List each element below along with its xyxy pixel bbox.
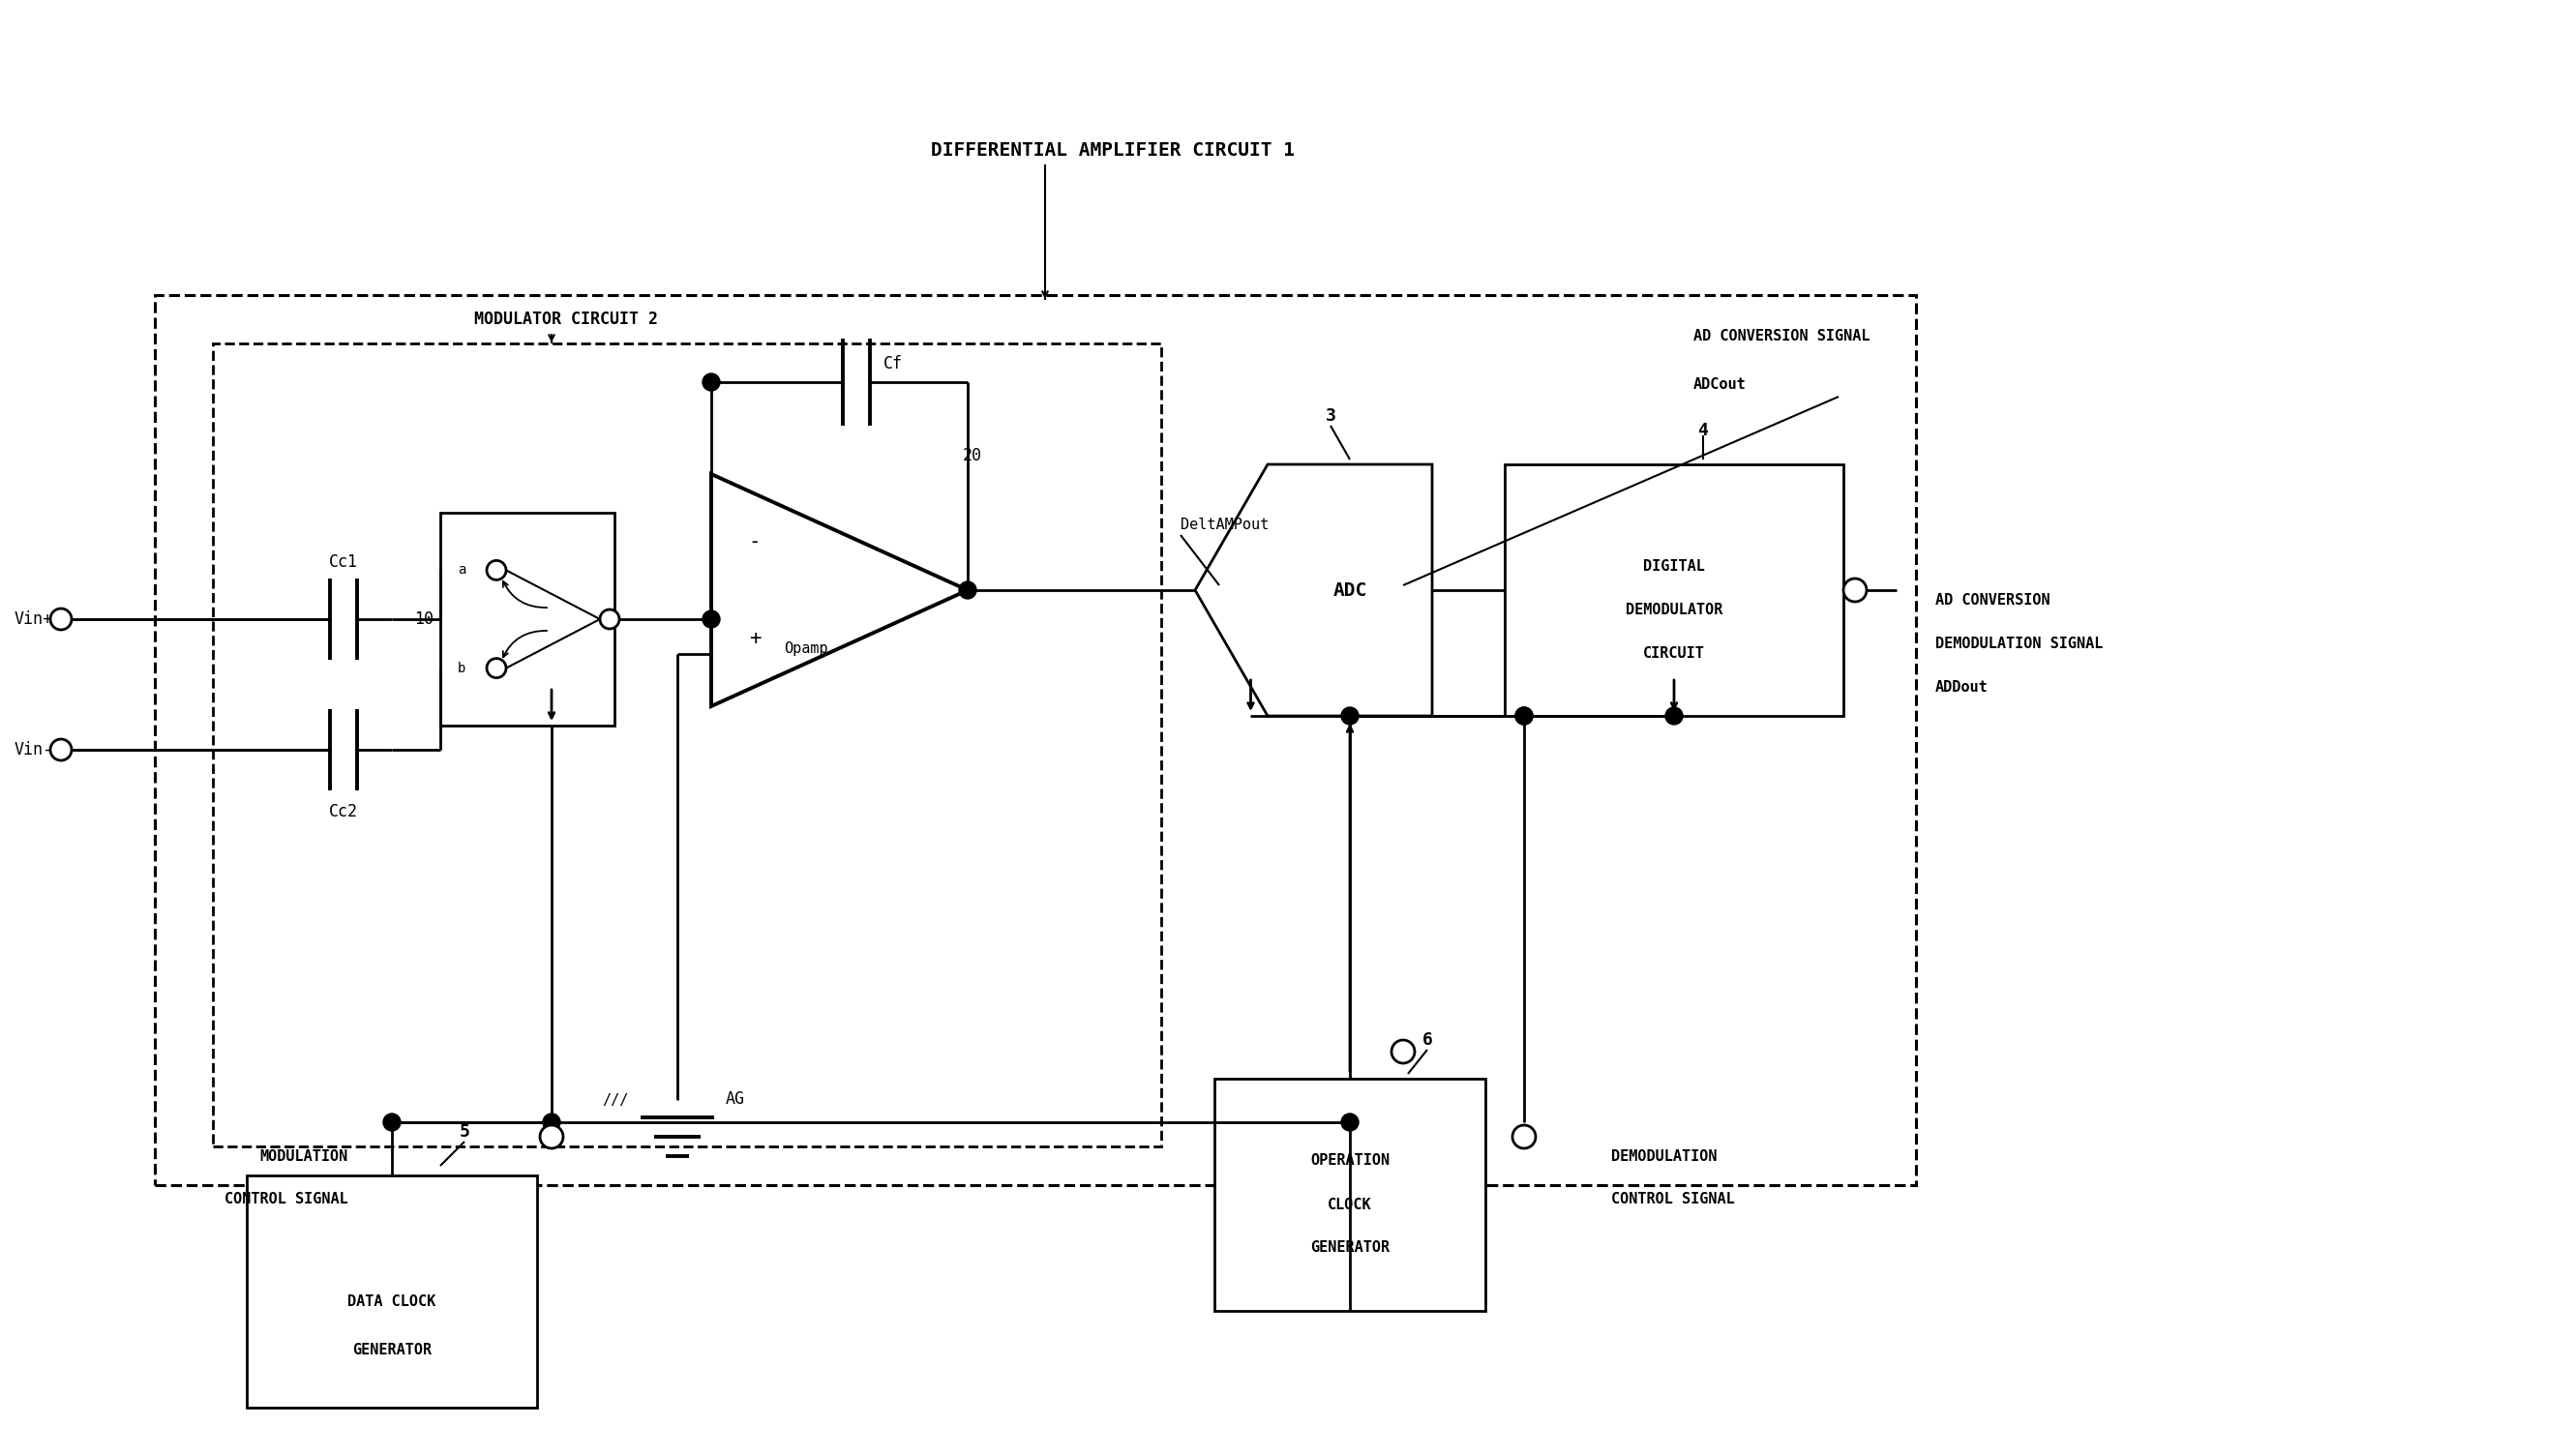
Bar xyxy=(440,513,615,725)
Text: DeltAMPout: DeltAMPout xyxy=(1181,517,1268,531)
Text: CLOCK: CLOCK xyxy=(1328,1197,1371,1211)
Circle shape xyxy=(1341,1114,1359,1131)
Bar xyxy=(214,344,1160,1146)
Text: 3: 3 xyxy=(1325,408,1335,425)
Text: GENERATOR: GENERATOR xyxy=(353,1342,432,1357)
Circle shape xyxy=(543,1114,561,1131)
Text: 5: 5 xyxy=(458,1123,471,1140)
Text: Cf: Cf xyxy=(883,355,903,373)
Text: CONTROL SIGNAL: CONTROL SIGNAL xyxy=(1611,1192,1734,1207)
Text: a: a xyxy=(458,563,466,577)
Circle shape xyxy=(1842,578,1865,601)
Text: b: b xyxy=(458,661,466,676)
Circle shape xyxy=(540,1125,563,1149)
Text: 4: 4 xyxy=(1698,422,1708,440)
Text: ADCout: ADCout xyxy=(1693,377,1747,392)
Circle shape xyxy=(1515,708,1534,725)
Bar xyxy=(1214,1079,1485,1310)
Circle shape xyxy=(702,610,720,628)
Text: DIFFERENTIAL AMPLIFIER CIRCUIT 1: DIFFERENTIAL AMPLIFIER CIRCUIT 1 xyxy=(931,141,1294,159)
Text: 20: 20 xyxy=(962,447,983,464)
Text: ADDout: ADDout xyxy=(1935,680,1989,695)
Text: CONTROL SIGNAL: CONTROL SIGNAL xyxy=(224,1192,347,1207)
Bar xyxy=(247,1175,538,1408)
Circle shape xyxy=(51,740,72,760)
Bar xyxy=(154,296,1917,1185)
Circle shape xyxy=(486,658,507,678)
Text: OPERATION: OPERATION xyxy=(1310,1153,1389,1168)
Circle shape xyxy=(600,610,620,629)
Circle shape xyxy=(1513,1125,1536,1149)
Circle shape xyxy=(51,609,72,630)
Text: DEMODULATOR: DEMODULATOR xyxy=(1626,603,1721,617)
Text: DEMODULATION: DEMODULATION xyxy=(1611,1149,1716,1163)
Text: -: - xyxy=(749,531,762,552)
Text: MODULATOR CIRCUIT 2: MODULATOR CIRCUIT 2 xyxy=(473,310,659,328)
Text: GENERATOR: GENERATOR xyxy=(1310,1241,1389,1255)
Circle shape xyxy=(1392,1040,1415,1063)
Text: Vin+: Vin+ xyxy=(15,610,54,628)
Circle shape xyxy=(960,581,975,598)
Text: AG: AG xyxy=(726,1091,746,1108)
Bar xyxy=(1505,464,1842,716)
Circle shape xyxy=(383,1114,401,1131)
Text: Cc1: Cc1 xyxy=(329,553,358,571)
Circle shape xyxy=(1341,708,1359,725)
Text: DEMODULATION SIGNAL: DEMODULATION SIGNAL xyxy=(1935,636,2102,651)
Text: CIRCUIT: CIRCUIT xyxy=(1644,646,1706,660)
Text: Opamp: Opamp xyxy=(785,641,829,655)
Text: DATA CLOCK: DATA CLOCK xyxy=(347,1294,435,1309)
Text: +: + xyxy=(749,629,762,648)
Text: MODULATION: MODULATION xyxy=(260,1149,347,1163)
Circle shape xyxy=(1665,708,1683,725)
Text: 6: 6 xyxy=(1423,1031,1433,1048)
Text: 10: 10 xyxy=(414,610,432,628)
Circle shape xyxy=(1515,708,1534,725)
Circle shape xyxy=(702,373,720,390)
Text: DIGITAL: DIGITAL xyxy=(1644,559,1706,574)
Text: AD CONVERSION: AD CONVERSION xyxy=(1935,593,2051,607)
Text: Cc2: Cc2 xyxy=(329,802,358,820)
Text: Vin-: Vin- xyxy=(15,741,54,759)
Text: ///: /// xyxy=(602,1093,628,1108)
Text: AD CONVERSION SIGNAL: AD CONVERSION SIGNAL xyxy=(1693,329,1871,344)
Circle shape xyxy=(486,561,507,579)
Text: ADC: ADC xyxy=(1333,581,1366,600)
